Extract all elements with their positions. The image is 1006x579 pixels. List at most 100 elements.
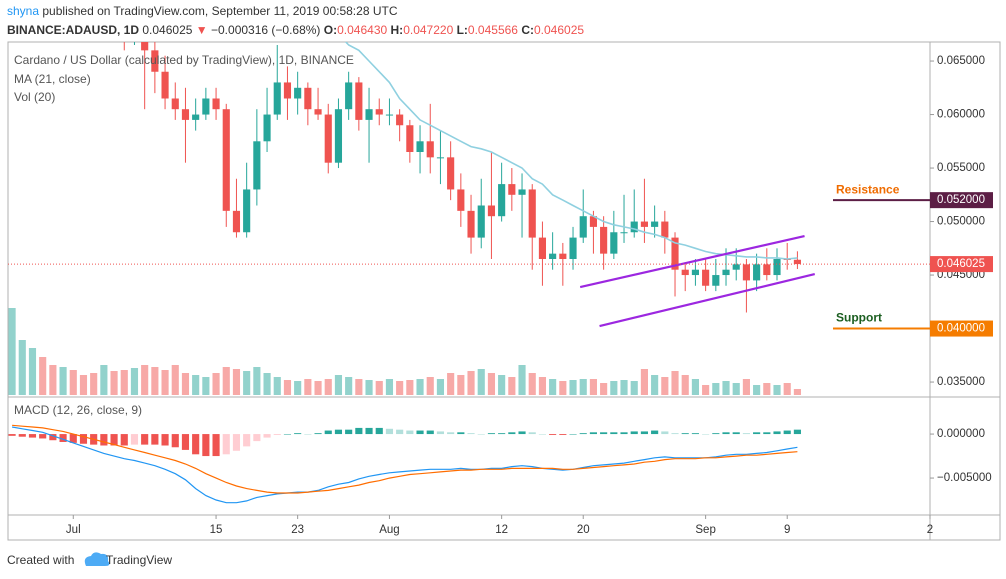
candle-body bbox=[732, 264, 740, 270]
volume-bar bbox=[202, 377, 210, 395]
volume-bar bbox=[426, 377, 434, 395]
macd-hist bbox=[283, 434, 292, 435]
macd-hist bbox=[375, 427, 383, 435]
volume-bar bbox=[110, 371, 118, 395]
footer-brand[interactable]: TradingView bbox=[106, 553, 172, 567]
candle-body bbox=[630, 221, 638, 233]
author[interactable]: shyna bbox=[7, 4, 39, 18]
volume-bar bbox=[712, 383, 720, 395]
candle-body bbox=[651, 221, 659, 227]
volume-bar bbox=[620, 380, 628, 395]
volume-bar bbox=[355, 379, 363, 395]
candle-body bbox=[467, 210, 475, 238]
volume-bar bbox=[436, 379, 445, 395]
volume-bar bbox=[253, 367, 261, 395]
macd-hist bbox=[18, 434, 26, 437]
macd-hist bbox=[222, 434, 230, 455]
volume-bar bbox=[243, 371, 251, 395]
candle-body bbox=[569, 237, 577, 260]
candle-body bbox=[273, 82, 281, 115]
volume-bar bbox=[579, 379, 587, 395]
macd-hist bbox=[436, 431, 445, 435]
volume-bar bbox=[538, 377, 547, 395]
volume-bar bbox=[304, 379, 312, 395]
volume-bar bbox=[294, 381, 302, 395]
volume-bar bbox=[742, 379, 750, 395]
volume-bar bbox=[345, 377, 353, 395]
macd-hist bbox=[477, 434, 485, 435]
candle-body bbox=[283, 82, 292, 99]
candle-body bbox=[742, 264, 750, 281]
candle-body bbox=[610, 232, 618, 254]
volume-bar bbox=[600, 383, 608, 395]
trendline bbox=[579, 235, 805, 289]
legend-ma: MA (21, close) bbox=[14, 72, 91, 86]
macd-hist bbox=[763, 432, 771, 435]
macd-hist bbox=[141, 434, 149, 445]
macd-hist bbox=[773, 431, 781, 435]
ohlc-value: 0.046025 bbox=[534, 23, 584, 37]
candle-body bbox=[477, 205, 485, 238]
ohlc-label: C: bbox=[521, 23, 534, 37]
volume-bar bbox=[671, 371, 679, 395]
macd-hist bbox=[202, 434, 210, 457]
axes: 0.0350000.0450000.0500000.0550000.060000… bbox=[66, 55, 993, 536]
candle-body bbox=[385, 114, 394, 116]
volume-bar bbox=[640, 369, 648, 395]
candle-body bbox=[365, 109, 373, 120]
candle-body bbox=[549, 253, 557, 260]
candle-body bbox=[436, 157, 445, 159]
volume-bar bbox=[18, 340, 26, 395]
candle-body bbox=[294, 87, 302, 99]
candle-body bbox=[793, 259, 801, 265]
candle-body bbox=[640, 221, 648, 227]
macd-hist bbox=[538, 434, 547, 435]
candle-body bbox=[600, 226, 608, 254]
candle-body bbox=[447, 157, 455, 190]
macd-hist bbox=[498, 433, 506, 435]
candle-body bbox=[171, 98, 179, 110]
volume-bar bbox=[416, 379, 424, 395]
volume-bar bbox=[589, 379, 597, 395]
macd-hist bbox=[793, 429, 801, 435]
candle-body bbox=[161, 71, 169, 99]
macd-hist bbox=[457, 432, 465, 435]
logo bbox=[84, 552, 110, 566]
price-pane bbox=[8, 42, 930, 395]
macd-hist bbox=[39, 434, 47, 439]
macd-hist bbox=[426, 430, 434, 435]
volume-bar bbox=[508, 377, 516, 395]
macd-hist bbox=[518, 431, 526, 435]
macd-hist bbox=[28, 434, 37, 438]
macd-hist bbox=[579, 433, 587, 435]
candle-body bbox=[722, 269, 730, 276]
volume-bar bbox=[498, 375, 506, 395]
x-tick-label: 2 bbox=[927, 524, 933, 536]
change: −0.000316 (−0.68%) bbox=[211, 23, 320, 37]
ohlc-label: L: bbox=[457, 23, 468, 37]
candle-body bbox=[324, 114, 332, 163]
candle-body bbox=[406, 125, 414, 152]
macd-pane bbox=[8, 424, 801, 504]
ohlc-value: 0.046430 bbox=[337, 23, 387, 37]
candle-body bbox=[538, 237, 547, 260]
volume-bar bbox=[151, 367, 159, 395]
volume-bar bbox=[28, 348, 37, 395]
volume-bar bbox=[549, 379, 557, 395]
candle-body bbox=[712, 275, 720, 286]
volume-bar bbox=[793, 389, 801, 395]
x-tick-label: 9 bbox=[784, 524, 790, 536]
macd-hist bbox=[640, 431, 648, 435]
volume-bar bbox=[273, 377, 281, 395]
volume-bar bbox=[753, 385, 761, 395]
x-tick-label: Aug bbox=[379, 524, 399, 536]
candle-body bbox=[212, 98, 220, 110]
macd-hist bbox=[314, 433, 322, 435]
macd-hist bbox=[610, 432, 618, 435]
candle-body bbox=[263, 114, 271, 142]
legend-macd: MACD (12, 26, close, 9) bbox=[14, 403, 142, 417]
macd-hist bbox=[732, 432, 740, 435]
published: published on TradingView.com, September … bbox=[42, 4, 397, 18]
volume-bar bbox=[130, 368, 139, 395]
